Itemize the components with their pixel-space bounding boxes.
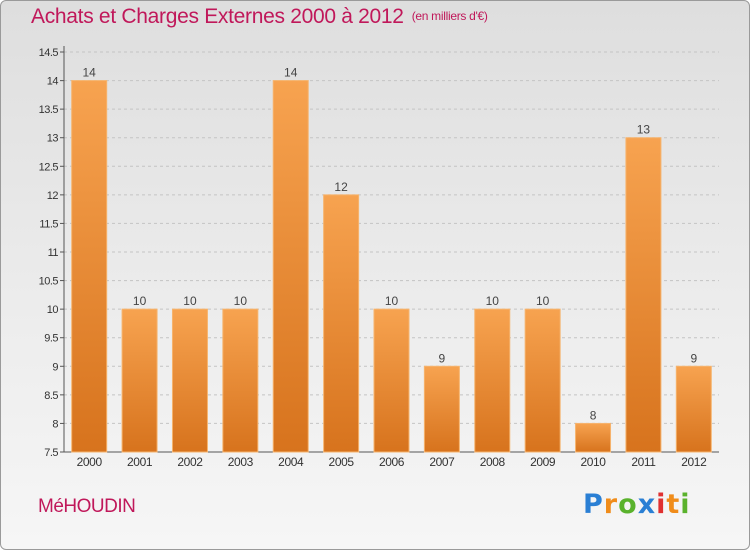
y-tick-label: 10.5 bbox=[39, 276, 59, 288]
bar-value-label: 10 bbox=[486, 294, 500, 308]
proxiti-logo: Proxiti bbox=[583, 489, 691, 520]
logo-letter: i bbox=[680, 489, 691, 520]
logo-letter: P bbox=[583, 489, 604, 520]
bar-2008 bbox=[474, 308, 511, 453]
bar-value-label: 10 bbox=[234, 294, 248, 308]
bar-2010 bbox=[575, 422, 612, 453]
y-tick-label: 8.5 bbox=[44, 390, 58, 402]
y-tick-label: 11 bbox=[48, 247, 59, 259]
label-layer: 14 2000 10 2001 10 2002 10 2003 14 2004 12 2005 10 20… bbox=[77, 66, 708, 469]
x-tick-label: 2006 bbox=[379, 455, 405, 469]
chart-title-text: Achats et Charges Externes 2000 à 2012 bbox=[31, 5, 404, 28]
y-tick-label: 7.5 bbox=[44, 447, 58, 459]
bar-2003 bbox=[222, 308, 259, 453]
x-tick-label: 2001 bbox=[127, 455, 153, 469]
y-tick-label: 13.5 bbox=[39, 104, 59, 116]
bar-value-label: 13 bbox=[637, 123, 651, 137]
logo-letter: r bbox=[603, 489, 619, 520]
chart-subtitle: (en milliers d'€) bbox=[411, 9, 488, 23]
x-tick-label: 2007 bbox=[429, 455, 455, 469]
bar-2012 bbox=[675, 365, 712, 453]
bar-2009 bbox=[524, 308, 561, 453]
bar-value-label: 8 bbox=[590, 408, 597, 422]
y-tick-label: 9 bbox=[52, 361, 58, 373]
bar-2005 bbox=[323, 194, 360, 453]
bar-2001 bbox=[121, 308, 158, 453]
x-tick-label: 2012 bbox=[681, 455, 707, 469]
y-tick-label: 12.5 bbox=[39, 161, 59, 173]
bar-chart: 7.5 8 8.5 9 9.5 10 10.5 11 11.5 12 12.5 13 13.5 14 14.… bbox=[39, 46, 719, 469]
bar-layer bbox=[71, 80, 712, 453]
y-tick-label: 10 bbox=[47, 304, 59, 316]
bar-value-label: 10 bbox=[133, 294, 147, 308]
bar-value-label: 10 bbox=[183, 294, 197, 308]
x-tick-label: 2008 bbox=[480, 455, 506, 469]
x-tick-label: 2004 bbox=[278, 455, 304, 469]
x-tick-label: 2011 bbox=[631, 455, 656, 469]
y-tick-label: 12 bbox=[47, 190, 59, 202]
bar-2011 bbox=[625, 137, 662, 453]
logo-letter: o bbox=[618, 489, 638, 520]
y-tick-label: 14 bbox=[47, 76, 59, 88]
x-tick-label: 2000 bbox=[77, 455, 103, 469]
commune-name: MéHOUDIN bbox=[38, 496, 136, 517]
bar-2006 bbox=[373, 308, 410, 453]
x-tick-label: 2002 bbox=[177, 455, 203, 469]
y-tick-label: 14.5 bbox=[39, 47, 59, 59]
y-tick-label: 9.5 bbox=[44, 333, 58, 345]
bar-value-label: 14 bbox=[83, 66, 97, 80]
logo-letter: x bbox=[637, 489, 657, 520]
bar-value-label: 10 bbox=[536, 294, 550, 308]
bar-value-label: 9 bbox=[439, 351, 446, 365]
x-tick-label: 2009 bbox=[530, 455, 556, 469]
bar-2000 bbox=[71, 80, 108, 453]
y-tick-label: 11.5 bbox=[39, 218, 58, 230]
bar-2007 bbox=[423, 365, 460, 453]
bar-2004 bbox=[272, 80, 309, 453]
chart-title: Achats et Charges Externes 2000 à 2012 (e… bbox=[31, 5, 488, 29]
x-tick-label: 2003 bbox=[228, 455, 254, 469]
y-tick-label: 8 bbox=[52, 418, 58, 430]
bar-value-label: 10 bbox=[385, 294, 399, 308]
y-tick-label: 13 bbox=[47, 133, 59, 145]
logo-letter: i bbox=[656, 489, 667, 520]
x-tick-label: 2010 bbox=[580, 455, 606, 469]
bar-value-label: 9 bbox=[690, 351, 697, 365]
logo-letter: t bbox=[666, 489, 681, 520]
bar-value-label: 14 bbox=[284, 66, 298, 80]
x-tick-label: 2005 bbox=[329, 455, 355, 469]
bar-value-label: 12 bbox=[334, 180, 348, 194]
bar-2002 bbox=[171, 308, 208, 453]
